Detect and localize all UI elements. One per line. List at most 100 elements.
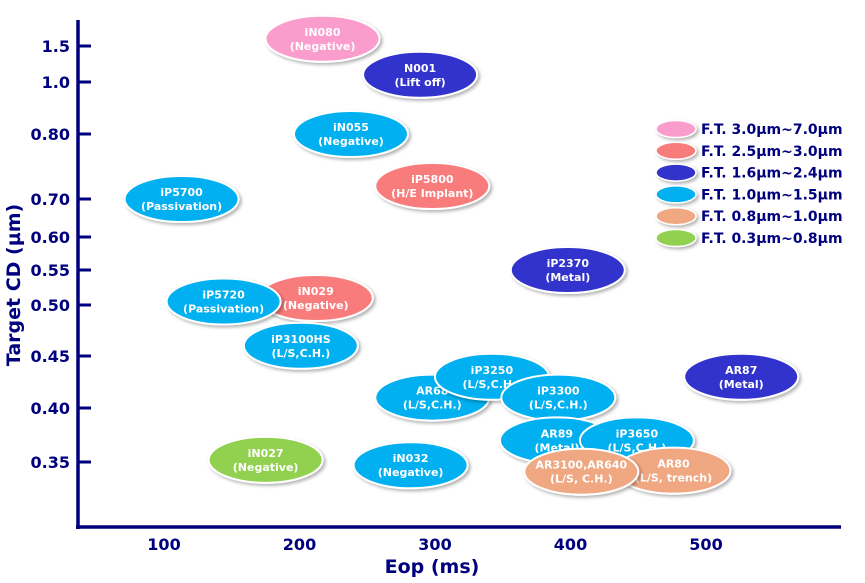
x-tick-label: 400 [554, 535, 587, 554]
bubble-ip5700: iP5700(Passivation) [123, 175, 240, 223]
bubble-application-label: (L/S,C.H.) [403, 399, 462, 412]
bubble-ip5800: iP5800(H/E Implant) [374, 162, 491, 210]
bubbles: iN080(Negative)N001(Lift off)iN055(Negat… [123, 14, 800, 496]
bubble-ellipse [523, 447, 640, 496]
y-ticks: 1.5 1.0 0.80 0.70 0.60 0.55 0.50 0.45 0.40 0.35 [31, 37, 91, 472]
bubble-application-label: (Passivation) [183, 303, 264, 316]
x-ticks: 100 200 300 400 500 [147, 535, 722, 554]
bubble-product-label: iN027 [248, 447, 284, 460]
bubble-product-label: iN029 [298, 285, 334, 298]
bubble-in027: iN027(Negative) [207, 435, 324, 484]
bubble-ar68: AR68(L/S,C.H.) [374, 373, 491, 422]
bubble-application-label: (Negative) [378, 466, 444, 479]
legend-swatch [655, 163, 697, 182]
bubble-application-label: (Negative) [283, 299, 349, 312]
bubble-n001: N001(Lift off) [362, 50, 479, 99]
bubble-ellipse [292, 110, 409, 158]
bubble-ip2370: iP2370(Metal) [509, 246, 626, 294]
bubble-application-label: (L/S, trench) [635, 472, 712, 485]
legend-label: F.T. 0.8µm~1.0µm [701, 209, 843, 225]
bubble-ar3100-ar640: AR3100,AR640(L/S, C.H.) [523, 447, 640, 496]
legend-swatch [655, 141, 697, 161]
legend-label: F.T. 1.6µm~2.4µm [701, 166, 843, 182]
bubble-ellipse [123, 175, 240, 223]
bubble-ip3300: iP3300(L/S,C.H.) [500, 373, 617, 422]
legend: F.T. 3.0µm~7.0µm F.T. 2.5µm~3.0µm F.T. 1.6… [655, 119, 843, 248]
bubble-application-label: (Passivation) [141, 200, 222, 213]
bubble-in055: iN055(Negative) [292, 110, 409, 158]
y-tick-label: 0.55 [31, 261, 70, 280]
legend-swatch [655, 228, 697, 248]
bubble-product-label: iN080 [305, 26, 341, 39]
bubble-product-label: N001 [404, 62, 436, 75]
bubble-application-label: (Metal) [545, 271, 590, 284]
x-tick-label: 200 [283, 535, 316, 554]
bubble-product-label: AR80 [657, 458, 690, 471]
bubble-ellipse [242, 321, 359, 370]
bubble-product-label: iP3250 [471, 364, 514, 377]
bubble-application-label: (Negative) [290, 40, 356, 53]
y-tick-label: 0.60 [31, 228, 70, 247]
y-tick-label: 0.80 [31, 125, 70, 144]
bubble-product-label: iP5800 [411, 173, 454, 186]
bubble-in032: iN032(Negative) [352, 441, 469, 490]
x-tick-label: 300 [418, 535, 451, 554]
bubble-ellipse [264, 14, 381, 63]
bubble-ip3100hs: iP3100HS(L/S,C.H.) [242, 321, 359, 370]
bubble-ip5720: iP5720(Passivation) [165, 277, 282, 326]
bubble-ellipse [207, 435, 324, 484]
bubble-ellipse [683, 352, 800, 401]
bubble-ar80: AR80(L/S, trench) [615, 446, 732, 495]
legend-item: F.T. 0.3µm~0.8µm [655, 228, 843, 248]
y-tick-label: 0.45 [31, 347, 70, 366]
bubble-product-label: AR89 [541, 427, 573, 440]
x-axis-label: Eop (ms) [385, 556, 480, 578]
bubble-product-label: AR87 [725, 364, 757, 377]
legend-item: F.T. 1.6µm~2.4µm [655, 163, 843, 182]
legend-swatch [655, 185, 697, 204]
bubble-ellipse [352, 441, 469, 490]
legend-label: F.T. 0.3µm~0.8µm [701, 231, 843, 247]
bubble-application-label: (L/S,C.H.) [271, 347, 330, 360]
bubble-product-label: iN055 [333, 121, 369, 134]
legend-label: F.T. 3.0µm~7.0µm [701, 122, 843, 138]
bubble-ellipse [362, 50, 479, 99]
y-tick-label: 1.0 [42, 73, 70, 92]
y-tick-label: 0.70 [31, 190, 70, 209]
bubble-application-label: (L/S, C.H.) [550, 473, 613, 486]
bubble-application-label: (H/E Implant) [391, 187, 473, 200]
bubble-application-label: (L/S,C.H.) [529, 399, 588, 412]
bubble-application-label: (Lift off) [395, 76, 446, 89]
y-tick-label: 0.50 [31, 296, 70, 315]
bubble-product-label: iP3100HS [271, 333, 331, 346]
legend-item: F.T. 0.8µm~1.0µm [655, 206, 843, 226]
x-tick-label: 100 [147, 535, 180, 554]
y-tick-label: 0.40 [31, 399, 70, 418]
bubble-in080: iN080(Negative) [264, 14, 381, 63]
legend-swatch [655, 119, 697, 139]
bubble-product-label: iP3300 [537, 385, 580, 398]
bubble-application-label: (Negative) [318, 135, 384, 148]
legend-item: F.T. 3.0µm~7.0µm [655, 119, 843, 139]
y-axis-label: Target CD (µm) [3, 204, 25, 366]
bubble-product-label: iP2370 [547, 257, 590, 270]
bubble-in029: iN029(Negative) [257, 274, 374, 322]
x-tick-label: 500 [689, 535, 722, 554]
legend-item: F.T. 2.5µm~3.0µm [655, 141, 843, 161]
bubble-application-label: (Metal) [719, 378, 764, 391]
legend-label: F.T. 1.0µm~1.5µm [701, 187, 843, 203]
bubble-application-label: (Negative) [233, 461, 299, 474]
legend-label: F.T. 2.5µm~3.0µm [701, 144, 843, 160]
bubble-product-label: iP5720 [202, 289, 245, 302]
bubble-product-label: iN032 [393, 452, 429, 465]
bubble-ar87: AR87(Metal) [683, 352, 800, 401]
bubble-product-label: iP5700 [160, 186, 203, 199]
bubble-ellipse [509, 246, 626, 294]
legend-item: F.T. 1.0µm~1.5µm [655, 185, 843, 204]
bubble-ellipse [165, 277, 282, 326]
bubble-ellipse [374, 162, 491, 210]
y-tick-label: 1.5 [42, 37, 70, 56]
bubble-product-label: AR3100,AR640 [535, 459, 627, 472]
legend-swatch [655, 206, 697, 226]
